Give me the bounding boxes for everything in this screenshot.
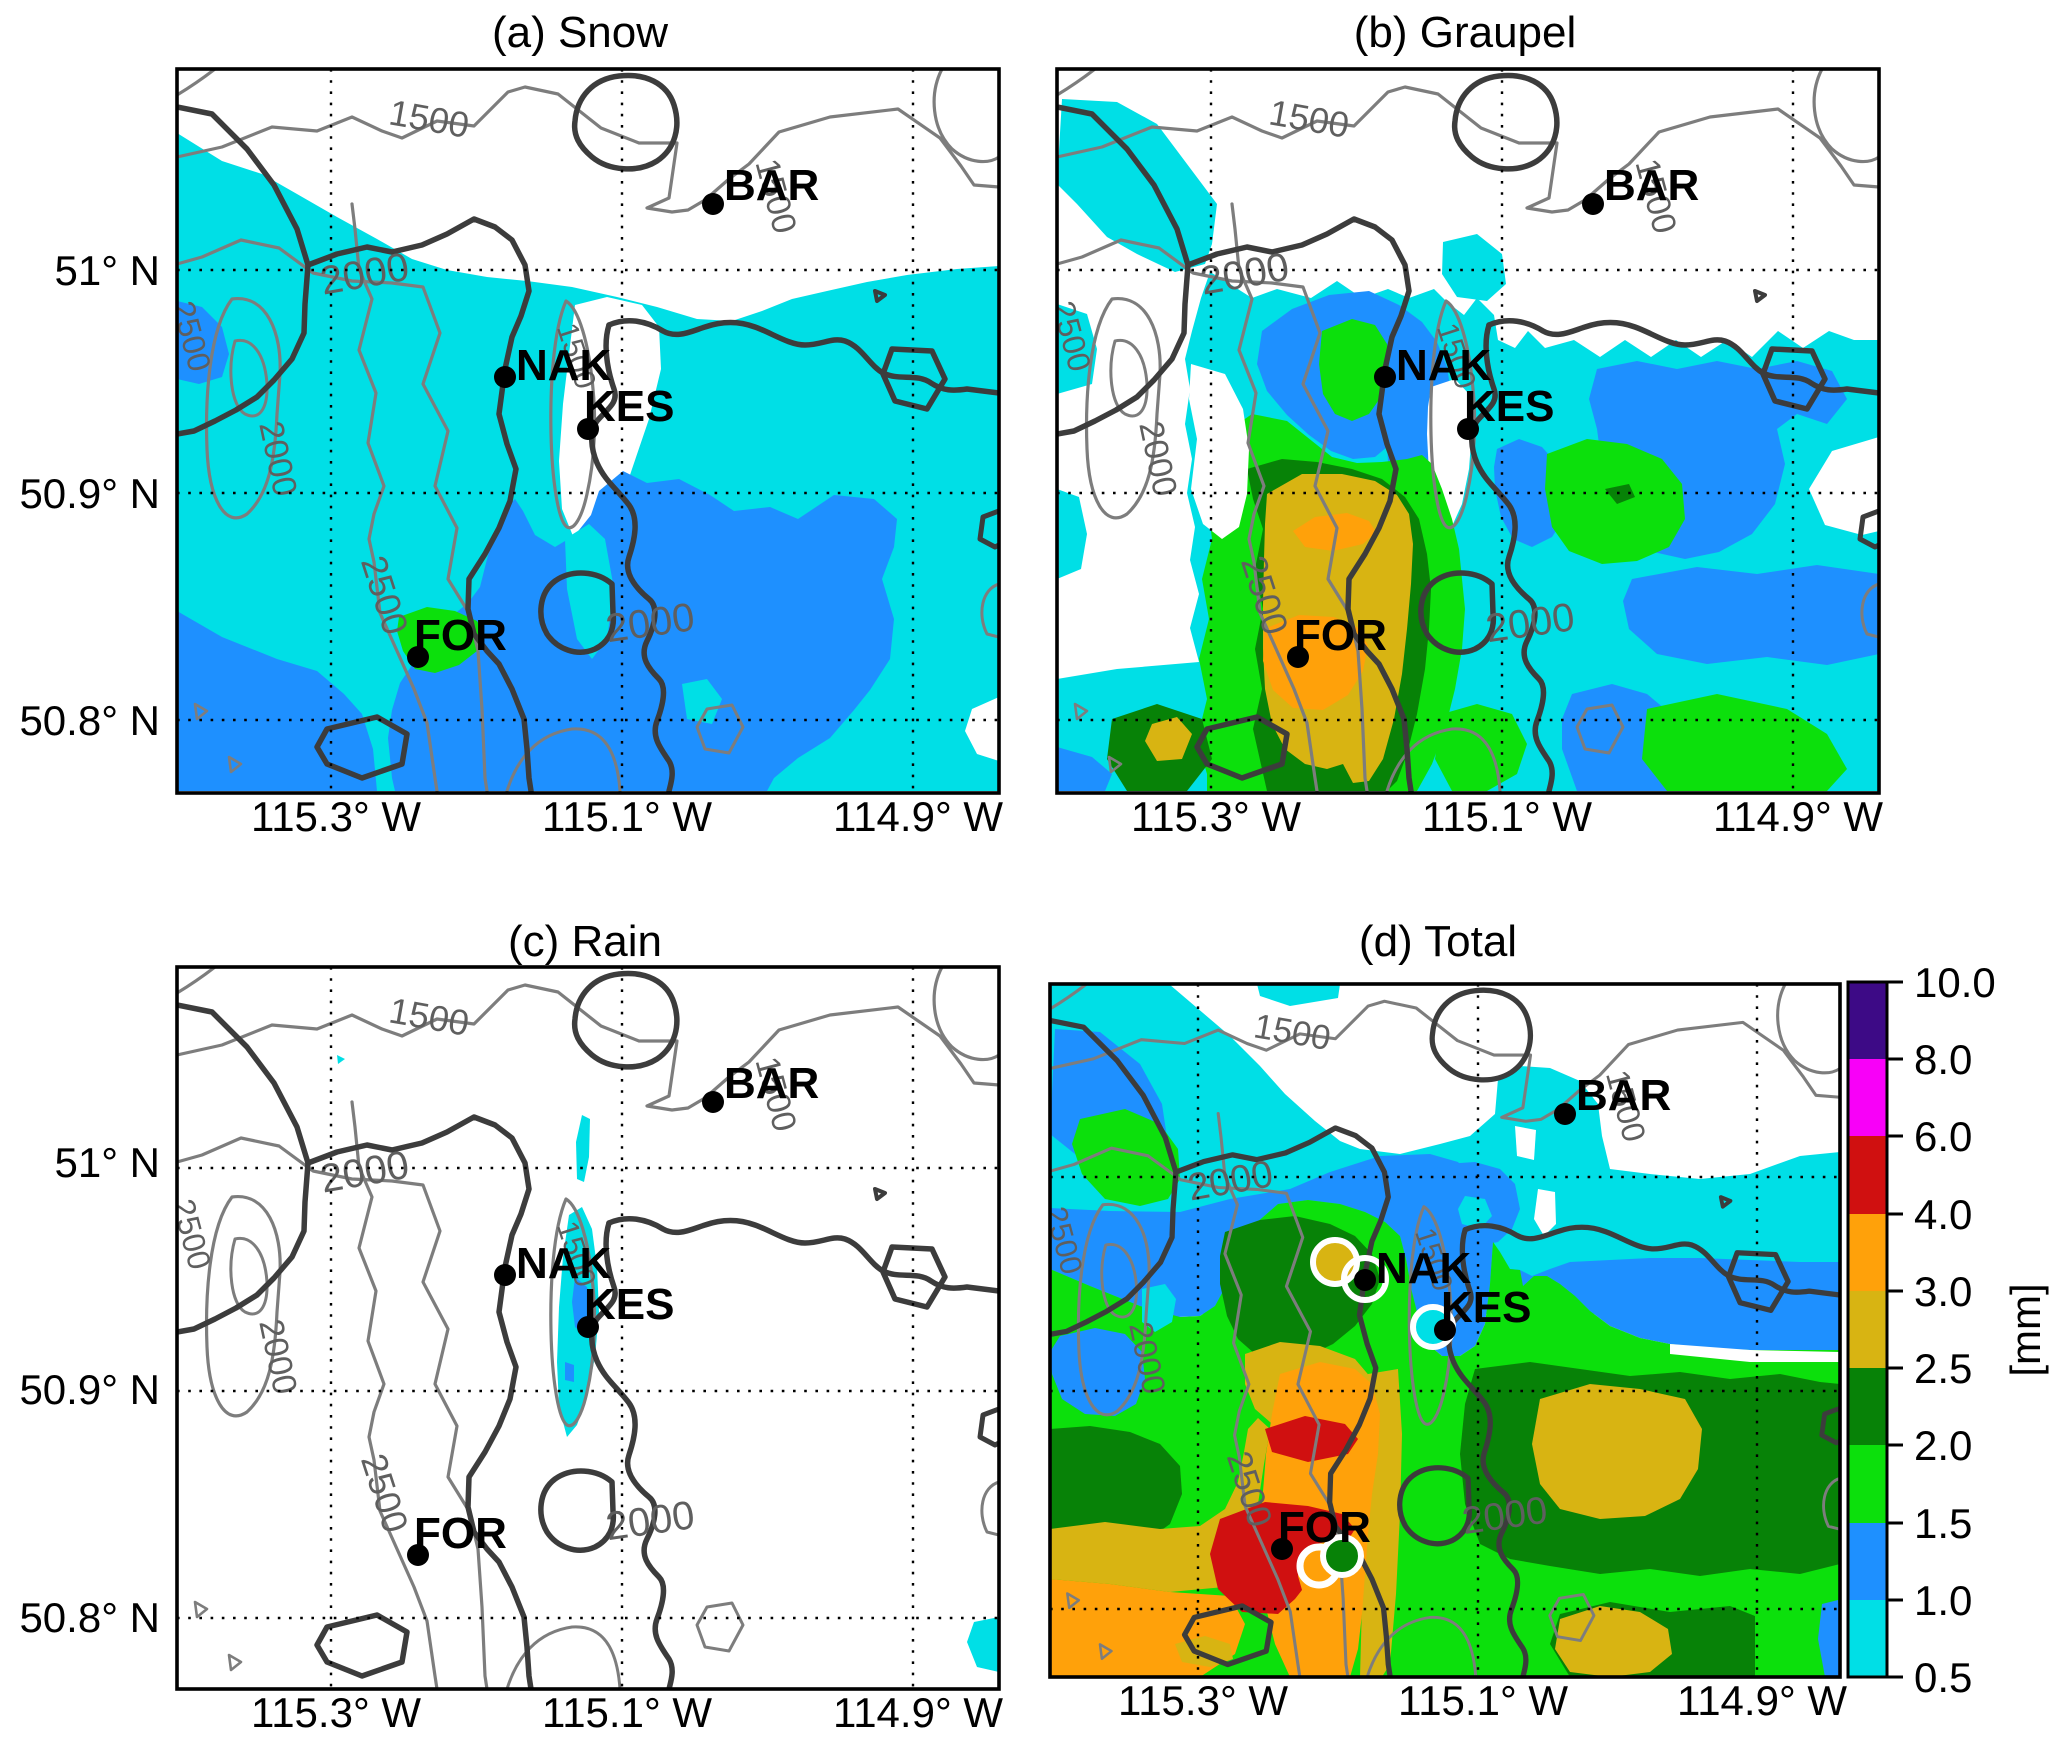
svg-text:10.0: 10.0	[1914, 959, 1996, 1006]
svg-text:FOR: FOR	[414, 1509, 507, 1558]
svg-text:KES: KES	[584, 382, 674, 431]
svg-text:50.9° N: 50.9° N	[19, 470, 160, 517]
svg-text:KES: KES	[1464, 382, 1554, 431]
svg-text:BAR: BAR	[724, 161, 819, 210]
svg-text:115.1° W: 115.1° W	[542, 1689, 712, 1736]
svg-text:115.3° W: 115.3° W	[251, 1689, 421, 1736]
svg-text:FOR: FOR	[1278, 1503, 1371, 1552]
svg-text:0.5: 0.5	[1914, 1654, 1972, 1701]
svg-text:114.9° W: 114.9° W	[833, 1689, 1003, 1736]
svg-text:BAR: BAR	[724, 1059, 819, 1108]
svg-text:KES: KES	[1441, 1283, 1531, 1332]
svg-text:NAK: NAK	[1396, 341, 1492, 390]
svg-text:50.9° N: 50.9° N	[19, 1366, 160, 1413]
svg-text:115.3° W: 115.3° W	[251, 793, 421, 840]
svg-text:114.9° W: 114.9° W	[1677, 1677, 1847, 1724]
svg-text:(b) Graupel: (b) Graupel	[1354, 8, 1577, 57]
svg-text:FOR: FOR	[1294, 611, 1387, 660]
svg-text:3.0: 3.0	[1914, 1268, 1972, 1315]
svg-text:6.0: 6.0	[1914, 1113, 1972, 1160]
svg-text:(c) Rain: (c) Rain	[508, 917, 662, 966]
svg-text:2.0: 2.0	[1914, 1422, 1972, 1469]
svg-text:114.9° W: 114.9° W	[1713, 793, 1883, 840]
svg-text:NAK: NAK	[1376, 1244, 1472, 1293]
svg-text:FOR: FOR	[414, 611, 507, 660]
svg-text:115.1° W: 115.1° W	[542, 793, 712, 840]
svg-text:(d) Total: (d) Total	[1359, 917, 1517, 966]
svg-text:4.0: 4.0	[1914, 1191, 1972, 1238]
svg-text:51° N: 51° N	[54, 247, 160, 294]
svg-text:1.0: 1.0	[1914, 1577, 1972, 1624]
svg-text:NAK: NAK	[516, 341, 612, 390]
svg-text:115.3° W: 115.3° W	[1118, 1677, 1288, 1724]
svg-text:NAK: NAK	[516, 1239, 612, 1288]
svg-text:KES: KES	[584, 1280, 674, 1329]
svg-text:50.8° N: 50.8° N	[19, 1594, 160, 1641]
svg-text:115.1° W: 115.1° W	[1398, 1677, 1568, 1724]
svg-text:1.5: 1.5	[1914, 1500, 1972, 1547]
svg-text:(a) Snow: (a) Snow	[492, 8, 668, 57]
svg-text:114.9° W: 114.9° W	[833, 793, 1003, 840]
svg-text:115.3° W: 115.3° W	[1131, 793, 1301, 840]
svg-text:51° N: 51° N	[54, 1139, 160, 1186]
svg-text:2.5: 2.5	[1914, 1345, 1972, 1392]
svg-text:BAR: BAR	[1604, 161, 1699, 210]
svg-text:115.1° W: 115.1° W	[1422, 793, 1592, 840]
svg-text:8.0: 8.0	[1914, 1036, 1972, 1083]
svg-text:BAR: BAR	[1576, 1071, 1671, 1120]
svg-text:[mm]: [mm]	[2002, 1283, 2049, 1376]
svg-text:50.8° N: 50.8° N	[19, 697, 160, 744]
